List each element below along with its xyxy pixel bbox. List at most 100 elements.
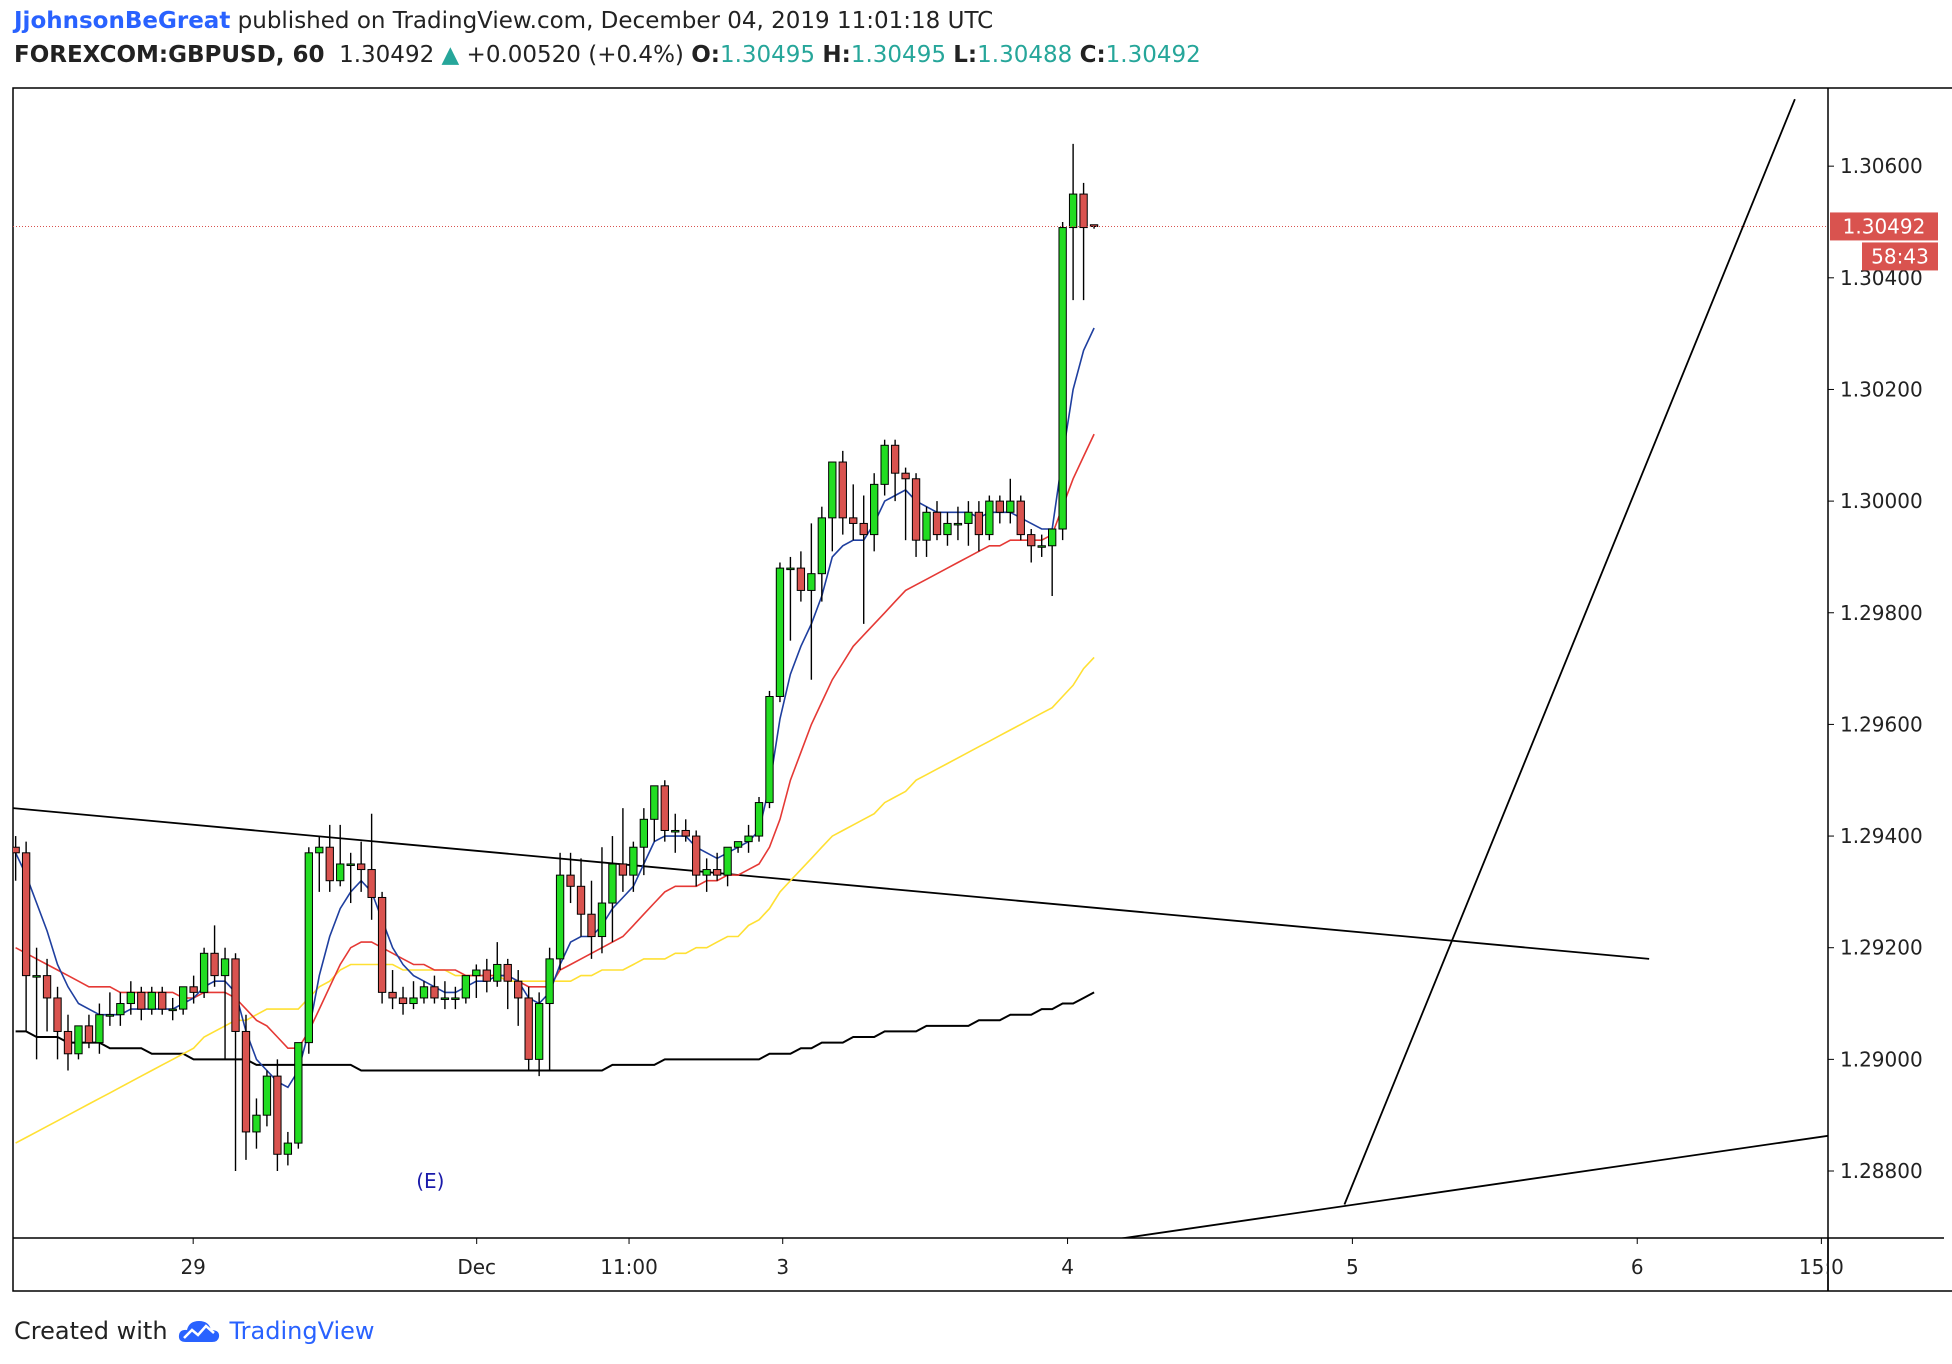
candle[interactable] xyxy=(440,981,450,1010)
candle[interactable] xyxy=(231,953,240,1172)
trend-line[interactable] xyxy=(13,807,1650,960)
candle[interactable] xyxy=(388,970,397,1010)
candle[interactable] xyxy=(587,880,596,959)
candle[interactable] xyxy=(1016,495,1025,541)
candle[interactable] xyxy=(21,841,31,1032)
candle[interactable] xyxy=(650,785,659,842)
candle[interactable] xyxy=(126,981,135,1015)
candle[interactable] xyxy=(849,484,858,541)
candle[interactable] xyxy=(807,523,816,680)
candle[interactable] xyxy=(220,947,230,1060)
candle[interactable] xyxy=(84,1014,94,1049)
trend-line[interactable] xyxy=(1343,98,1796,1205)
candle[interactable] xyxy=(545,947,554,1071)
candle[interactable] xyxy=(932,501,942,541)
candle[interactable] xyxy=(1058,221,1067,541)
candle[interactable] xyxy=(315,836,324,892)
candle[interactable] xyxy=(534,992,544,1077)
candle[interactable] xyxy=(116,992,125,1026)
candle[interactable] xyxy=(922,506,931,557)
candle[interactable] xyxy=(32,947,41,1060)
candle[interactable] xyxy=(712,852,722,881)
candle[interactable] xyxy=(42,958,52,1032)
candle[interactable] xyxy=(1048,528,1057,597)
candle[interactable] xyxy=(1079,182,1088,301)
candle[interactable] xyxy=(953,506,963,541)
candle[interactable] xyxy=(639,808,649,876)
candle[interactable] xyxy=(325,824,334,892)
candle[interactable] xyxy=(660,780,669,842)
candle[interactable] xyxy=(262,1070,272,1127)
candle[interactable] xyxy=(692,830,701,887)
candle[interactable] xyxy=(723,846,732,887)
candle[interactable] xyxy=(985,495,994,541)
candle[interactable] xyxy=(158,986,167,1015)
candle[interactable] xyxy=(137,986,146,1021)
candle[interactable] xyxy=(451,986,460,1010)
candle[interactable] xyxy=(754,796,764,842)
candle[interactable] xyxy=(294,1042,303,1149)
candle[interactable] xyxy=(786,556,795,641)
candle[interactable] xyxy=(890,439,900,502)
candle[interactable] xyxy=(911,473,921,557)
candle[interactable] xyxy=(503,958,512,1010)
candle[interactable] xyxy=(356,841,366,892)
candle[interactable] xyxy=(409,981,418,1010)
candle[interactable] xyxy=(702,858,711,892)
candle[interactable] xyxy=(336,824,345,887)
candle[interactable] xyxy=(838,450,847,535)
candle[interactable] xyxy=(461,975,471,1004)
event-marker[interactable]: (E) xyxy=(416,1169,444,1193)
candle[interactable] xyxy=(974,501,984,552)
candle[interactable] xyxy=(419,981,429,1004)
candle[interactable] xyxy=(304,847,313,1054)
candle[interactable] xyxy=(1006,478,1015,524)
candle[interactable] xyxy=(901,467,910,541)
candle[interactable] xyxy=(252,1098,261,1149)
candle[interactable] xyxy=(964,501,973,546)
candle[interactable] xyxy=(95,1003,104,1054)
candle[interactable] xyxy=(367,813,376,920)
candle[interactable] xyxy=(63,1014,73,1071)
candle[interactable] xyxy=(168,997,177,1021)
candle[interactable] xyxy=(210,925,219,987)
candle[interactable] xyxy=(377,891,387,1004)
candle[interactable] xyxy=(53,986,62,1060)
candle[interactable] xyxy=(12,836,20,881)
candle[interactable] xyxy=(472,964,481,998)
candle[interactable] xyxy=(796,551,806,602)
candle[interactable] xyxy=(1037,534,1046,557)
candle[interactable] xyxy=(199,947,209,998)
candle[interactable] xyxy=(147,986,156,1015)
candle[interactable] xyxy=(189,975,198,1004)
candle[interactable] xyxy=(775,562,785,703)
author-link[interactable]: JjohnsonBeGreat xyxy=(14,8,231,34)
candle[interactable] xyxy=(179,986,188,1015)
candle[interactable] xyxy=(555,852,565,971)
candle[interactable] xyxy=(995,495,1004,524)
candle[interactable] xyxy=(618,808,628,892)
candle[interactable] xyxy=(765,690,774,809)
candle[interactable] xyxy=(346,852,355,904)
candle[interactable] xyxy=(283,1131,293,1166)
candle[interactable] xyxy=(566,852,575,904)
candle[interactable] xyxy=(482,958,491,993)
candle[interactable] xyxy=(870,473,879,552)
candle[interactable] xyxy=(629,841,638,892)
candle[interactable] xyxy=(608,836,617,943)
candle[interactable] xyxy=(671,813,680,853)
candle[interactable] xyxy=(817,506,826,602)
candle[interactable] xyxy=(524,986,533,1071)
candle[interactable] xyxy=(1068,143,1078,301)
candle[interactable] xyxy=(273,1059,282,1172)
candle[interactable] xyxy=(597,847,607,954)
candle[interactable] xyxy=(576,858,586,937)
candle[interactable] xyxy=(1089,224,1099,229)
price-chart[interactable]: (E) 1.288001.290001.292001.294001.296001… xyxy=(0,0,1952,1300)
candle[interactable] xyxy=(859,495,868,624)
candle[interactable] xyxy=(105,992,115,1026)
candle[interactable] xyxy=(430,975,439,1004)
tradingview-brand[interactable]: TradingView xyxy=(229,1317,375,1345)
price-axis[interactable]: 1.28800 1.29000 1.29200 1.29400 1.29600 1.298… xyxy=(1828,154,1938,1183)
candle[interactable] xyxy=(514,970,523,1026)
